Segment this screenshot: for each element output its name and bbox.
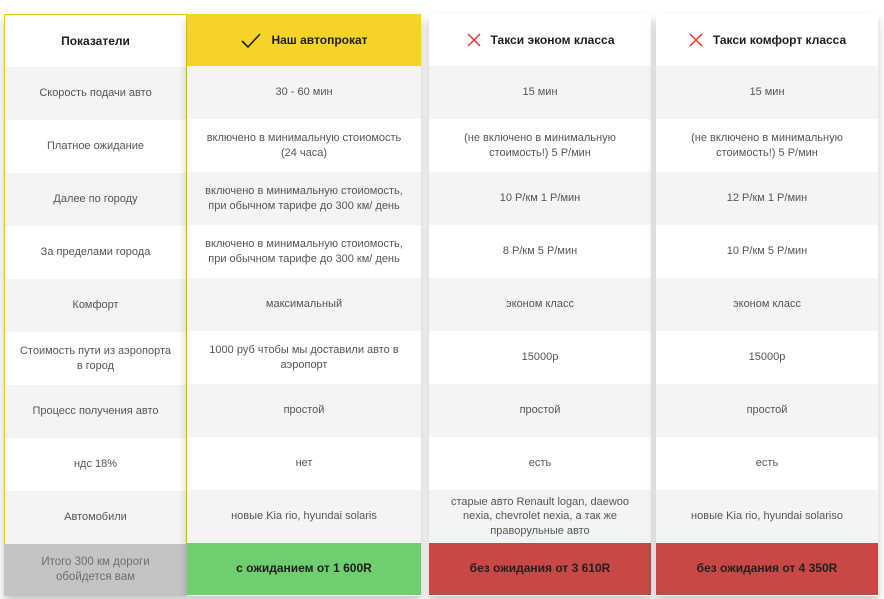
column-header-taxi-econom: Такси эконом класса xyxy=(429,14,651,66)
table-cell: 12 Р/км 1 Р/мин xyxy=(656,172,878,225)
table-cell: есть xyxy=(528,457,552,470)
table-cell: максимальный xyxy=(187,278,421,331)
table-cell: 15000р xyxy=(521,351,559,364)
column-indicators: Показатели Скорость подачи авто Платное … xyxy=(4,14,187,596)
row-label: Комфорт xyxy=(5,279,186,332)
table-cell: старые авто Renault logan, daewoo nexia,… xyxy=(429,490,651,543)
column-taxi-comfort-body: Такси комфорт класса 15 мин (не включено… xyxy=(656,14,878,543)
column-header-indicators: Показатели xyxy=(5,15,186,67)
check-icon xyxy=(240,32,262,49)
table-cell: включено в минимальную стоиомость (24 ча… xyxy=(206,132,402,159)
row-label: Платное ожидание xyxy=(47,140,144,153)
row-label: Процесс получения авто xyxy=(5,385,186,438)
table-cell: новые Kia rio, hyundai solariso xyxy=(656,490,878,543)
row-label: Автомобили xyxy=(5,491,186,544)
table-cell: 15 мин xyxy=(656,66,878,119)
footer-taxi-econom-price: без ожидания от 3 610R xyxy=(429,543,651,595)
comparison-table: Показатели Скорость подачи авто Платное … xyxy=(4,14,878,596)
column-taxi-econom-body: Такси эконом класса 15 мин (не включено … xyxy=(429,14,651,543)
table-cell: включено в минимальную стоиомость, при о… xyxy=(205,238,403,265)
row-label: ндс 18% xyxy=(73,458,118,471)
column-header-rental: Наш автопрокат xyxy=(187,14,421,66)
table-cell: (не включено в минимальную стоимость!) 5… xyxy=(691,132,843,159)
table-cell: эконом класс xyxy=(656,278,878,331)
table-cell: простой xyxy=(187,384,421,437)
row-label: Скорость подачи авто xyxy=(5,67,186,120)
column-taxi-comfort: Такси комфорт класса 15 мин (не включено… xyxy=(656,14,878,596)
footer-rental-price: с ожиданием от 1 600R xyxy=(187,543,421,595)
column-rental-body: Наш автопрокат 30 - 60 мин включено в ми… xyxy=(187,14,421,543)
column-indicators-body: Показатели Скорость подачи авто Платное … xyxy=(4,14,187,544)
row-label: Далее по городу xyxy=(5,173,186,226)
column-rental: Наш автопрокат 30 - 60 мин включено в ми… xyxy=(187,14,421,596)
table-cell: 10 Р/км 5 Р/мин xyxy=(726,245,808,258)
footer-taxi-comfort-price: без ожидания от 4 350R xyxy=(656,543,878,595)
column-header-taxi-comfort: Такси комфорт класса xyxy=(656,14,878,66)
table-cell: 8 Р/км 5 Р/мин xyxy=(502,245,578,258)
table-cell: новые Kia rio, hyundai solaris xyxy=(187,490,421,543)
column-header-rental-label: Наш автопрокат xyxy=(271,33,368,47)
table-cell: 10 Р/км 1 Р/мин xyxy=(429,172,651,225)
x-icon xyxy=(688,32,704,48)
table-cell: есть xyxy=(755,457,779,470)
column-header-taxi-econom-label: Такси эконом класса xyxy=(490,33,615,47)
column-header-taxi-comfort-label: Такси комфорт класса xyxy=(712,33,847,47)
table-cell: 30 - 60 мин xyxy=(187,66,421,119)
column-taxi-econom: Такси эконом класса 15 мин (не включено … xyxy=(429,14,651,596)
table-cell: нет xyxy=(295,457,313,470)
row-label: Стоимость пути из аэропорта в город xyxy=(19,345,171,372)
table-cell: эконом класс xyxy=(429,278,651,331)
footer-total-label: Итого 300 км дороги обойдется вам xyxy=(4,544,187,596)
table-cell: 15000р xyxy=(748,351,786,364)
table-cell: (не включено в минимальную стоимость!) 5… xyxy=(464,132,616,159)
row-label: За пределами города xyxy=(40,246,151,259)
table-cell: простой xyxy=(429,384,651,437)
table-cell: включено в минимальную стоиомость, при о… xyxy=(187,172,421,225)
table-cell: простой xyxy=(656,384,878,437)
table-cell: 15 мин xyxy=(429,66,651,119)
x-icon xyxy=(466,32,482,48)
table-cell: 1000 руб чтобы мы доставили авто в аэроп… xyxy=(209,344,399,371)
